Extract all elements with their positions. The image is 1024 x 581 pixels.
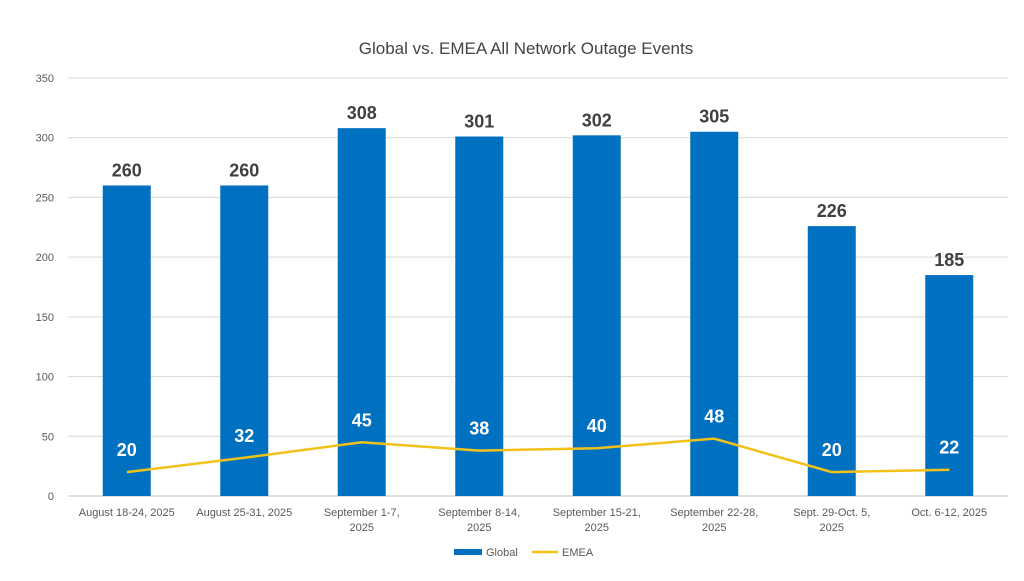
data-label-emea: 38 [469,419,489,439]
x-tick-label: 2025 [350,522,374,534]
chart-title: Global vs. EMEA All Network Outage Event… [359,39,693,58]
y-tick-label: 250 [36,192,54,204]
y-tick-label: 350 [36,73,54,85]
y-tick-label: 150 [36,312,54,324]
data-label-emea: 40 [587,416,607,436]
data-label-emea: 32 [234,426,254,446]
data-label-global: 185 [934,250,964,270]
data-label-global: 260 [112,160,142,180]
bar-global [455,137,503,496]
data-label-global: 226 [817,201,847,221]
y-tick-label: 200 [36,252,54,264]
x-tick-label: 2025 [702,522,726,534]
data-label-emea: 20 [117,440,137,460]
y-tick-label: 50 [42,431,54,443]
bar-global [925,275,973,496]
data-label-global: 301 [464,112,494,132]
x-axis-ticks: August 18-24, 2025 August 25-31, 2025 Sept… [79,507,987,534]
y-axis-ticks: 0 50 100 150 200 250 300 350 [36,73,54,503]
legend: Global EMEA [454,547,594,559]
x-tick-label: September 1-7, [324,507,400,519]
x-tick-label: Sept. 29-Oct. 5, [793,507,870,519]
data-label-emea: 48 [704,407,724,427]
x-tick-label: August 25-31, 2025 [196,507,292,519]
x-tick-label: September 8-14, [438,507,520,519]
x-tick-label: Oct. 6-12, 2025 [911,507,987,519]
bar-global [690,132,738,496]
x-tick-label: 2025 [467,522,491,534]
data-label-global: 308 [347,103,377,123]
y-tick-label: 100 [36,372,54,384]
data-label-global: 305 [699,107,729,127]
x-tick-label: September 22-28, [670,507,758,519]
x-tick-label: 2025 [585,522,609,534]
legend-label-emea: EMEA [562,547,594,559]
legend-label-global: Global [486,547,518,559]
bar-global [573,135,621,496]
data-label-emea: 20 [822,440,842,460]
x-tick-label: 2025 [820,522,844,534]
gridlines [68,78,1008,496]
y-tick-label: 0 [48,491,54,503]
data-label-emea: 22 [939,438,959,458]
y-tick-label: 300 [36,133,54,145]
data-label-emea: 45 [352,410,372,430]
data-label-global: 302 [582,110,612,130]
x-tick-label: September 15-21, [553,507,641,519]
data-label-global: 260 [229,160,259,180]
legend-swatch-global [454,549,482,555]
x-tick-label: August 18-24, 2025 [79,507,175,519]
bar-global [220,185,268,496]
bar-global [338,128,386,496]
